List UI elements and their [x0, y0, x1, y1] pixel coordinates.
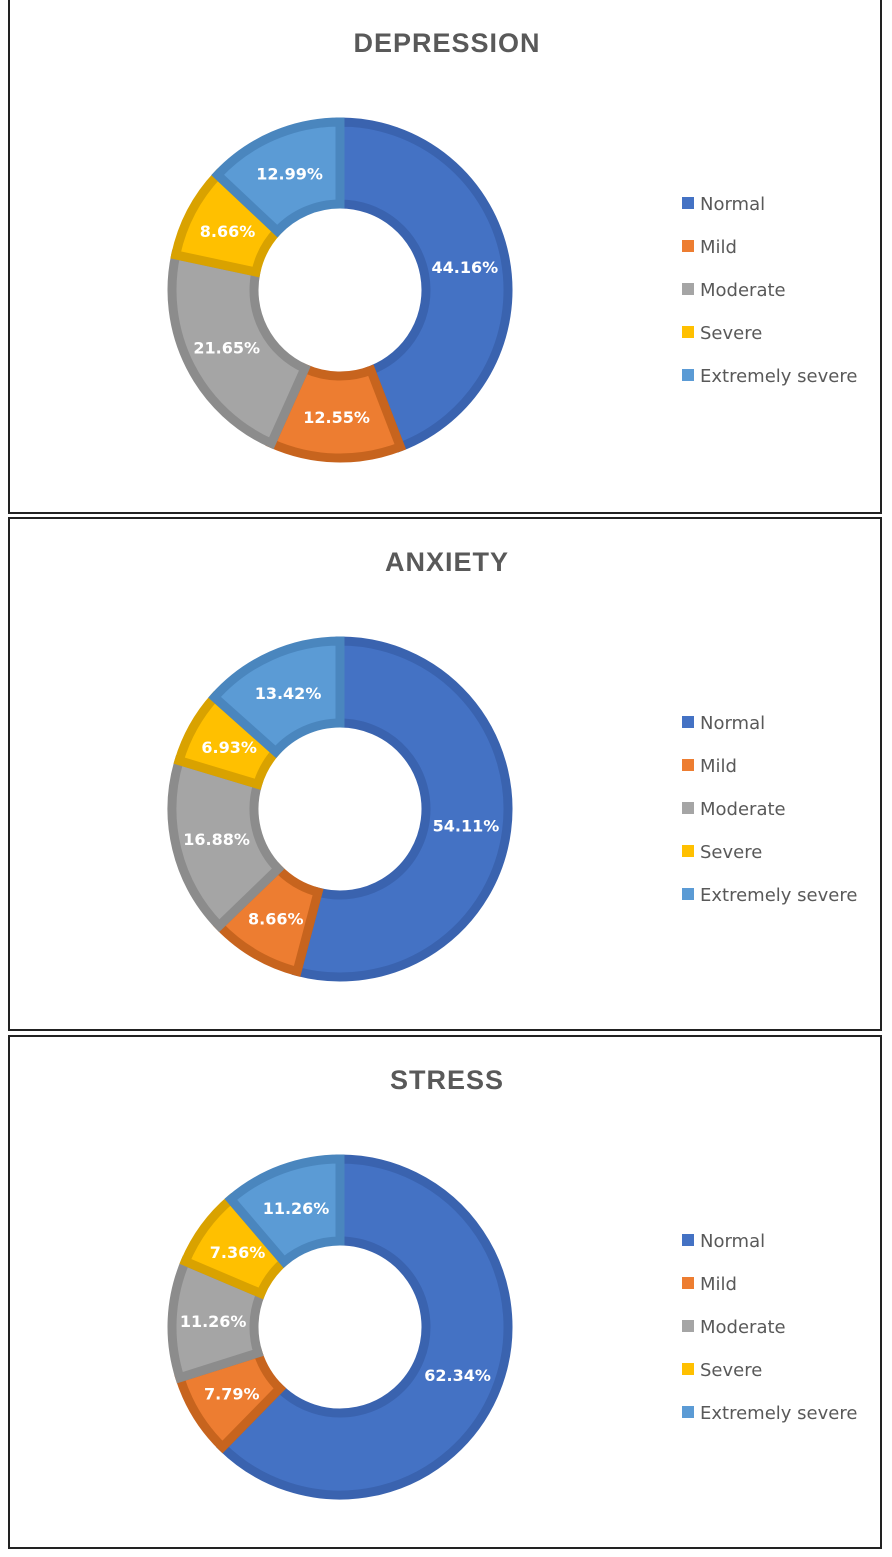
legend-swatch-extremely-severe — [682, 888, 694, 900]
chart-title: STRESS — [390, 1065, 504, 1095]
data-label-mild: 8.66% — [248, 910, 304, 929]
legend-label-severe: Severe — [700, 323, 762, 344]
legend-label-moderate: Moderate — [700, 280, 786, 301]
legend-label-mild: Mild — [700, 756, 737, 777]
data-label-extremely-severe: 12.99% — [256, 164, 323, 183]
slice-labels: 44.16% 12.55% 21.65% 8.66% 12.99% — [193, 164, 498, 427]
depression-chart-panel: DEPRESSION 44.16% 12.55% 21.65% 8.66% 12.99%… — [8, 0, 882, 514]
legend-label-normal: Normal — [700, 194, 765, 215]
slice-normal — [335, 117, 513, 453]
data-label-moderate: 21.65% — [193, 338, 260, 357]
legend-label-normal: Normal — [700, 713, 765, 734]
chart-title: ANXIETY — [385, 547, 509, 577]
legend-label-severe: Severe — [700, 1360, 762, 1381]
legend-swatch-mild — [682, 1277, 694, 1289]
slice-moderate — [167, 249, 311, 450]
legend-label-extremely-severe: Extremely severe — [700, 1403, 857, 1424]
donut-slices — [167, 117, 513, 463]
slice-extremely-severe — [211, 117, 345, 238]
stress-chart-panel: STRESS 62.34% 7.79% 11.26% 7.36% 11.26% Norm… — [8, 1035, 882, 1549]
slice-labels: 62.34% 7.79% 11.26% 7.36% 11.26% — [180, 1199, 491, 1404]
slice-normal — [216, 1154, 513, 1500]
data-label-severe: 6.93% — [201, 738, 257, 757]
depression-chart: DEPRESSION 44.16% 12.55% 21.65% 8.66% 12.99%… — [167, 28, 857, 463]
legend-swatch-normal — [682, 197, 694, 209]
data-label-extremely-severe: 13.42% — [255, 684, 322, 703]
legend: Normal Mild Moderate Severe Extremely severe — [682, 713, 857, 906]
slice-extremely-severe — [224, 1154, 345, 1268]
data-label-moderate: 11.26% — [180, 1312, 247, 1331]
anxiety-chart: ANXIETY 54.11% 8.66% 16.88% 6.93% 13.42% Nor… — [167, 547, 857, 982]
anxiety-chart-panel: ANXIETY 54.11% 8.66% 16.88% 6.93% 13.42% Nor… — [8, 517, 882, 1031]
data-label-extremely-severe: 11.26% — [263, 1199, 330, 1218]
legend-label-mild: Mild — [700, 1274, 737, 1295]
legend-label-extremely-severe: Extremely severe — [700, 885, 857, 906]
legend-swatch-normal — [682, 716, 694, 728]
chart-title: DEPRESSION — [353, 28, 540, 58]
data-label-normal: 54.11% — [433, 816, 500, 835]
legend-swatch-extremely-severe — [682, 369, 694, 381]
data-label-severe: 7.36% — [210, 1243, 266, 1262]
data-label-normal: 62.34% — [424, 1366, 491, 1385]
data-label-severe: 8.66% — [200, 222, 256, 241]
legend-swatch-severe — [682, 845, 694, 857]
legend-swatch-moderate — [682, 802, 694, 814]
slice-moderate — [167, 755, 285, 933]
legend-swatch-mild — [682, 759, 694, 771]
data-label-mild: 7.79% — [204, 1385, 260, 1404]
legend-swatch-extremely-severe — [682, 1406, 694, 1418]
legend: Normal Mild Moderate Severe Extremely severe — [682, 194, 857, 387]
legend: Normal Mild Moderate Severe Extremely severe — [682, 1231, 857, 1424]
donut-slices — [167, 636, 513, 982]
legend-swatch-severe — [682, 1363, 694, 1375]
stress-chart: STRESS 62.34% 7.79% 11.26% 7.36% 11.26% Norm… — [167, 1065, 857, 1500]
slice-normal — [291, 636, 513, 982]
data-label-moderate: 16.88% — [183, 830, 250, 849]
slice-extremely-severe — [208, 636, 345, 759]
legend-label-moderate: Moderate — [700, 799, 786, 820]
legend-label-mild: Mild — [700, 237, 737, 258]
donut-slices — [167, 1154, 513, 1500]
legend-swatch-mild — [682, 240, 694, 252]
legend-label-severe: Severe — [700, 842, 762, 863]
legend-swatch-normal — [682, 1234, 694, 1246]
data-label-normal: 44.16% — [432, 258, 499, 277]
legend-label-moderate: Moderate — [700, 1317, 786, 1338]
legend-label-normal: Normal — [700, 1231, 765, 1252]
legend-swatch-severe — [682, 326, 694, 338]
data-label-mild: 12.55% — [303, 408, 370, 427]
legend-label-extremely-severe: Extremely severe — [700, 366, 857, 387]
legend-swatch-moderate — [682, 1320, 694, 1332]
slice-labels: 54.11% 8.66% 16.88% 6.93% 13.42% — [183, 684, 499, 928]
legend-swatch-moderate — [682, 283, 694, 295]
